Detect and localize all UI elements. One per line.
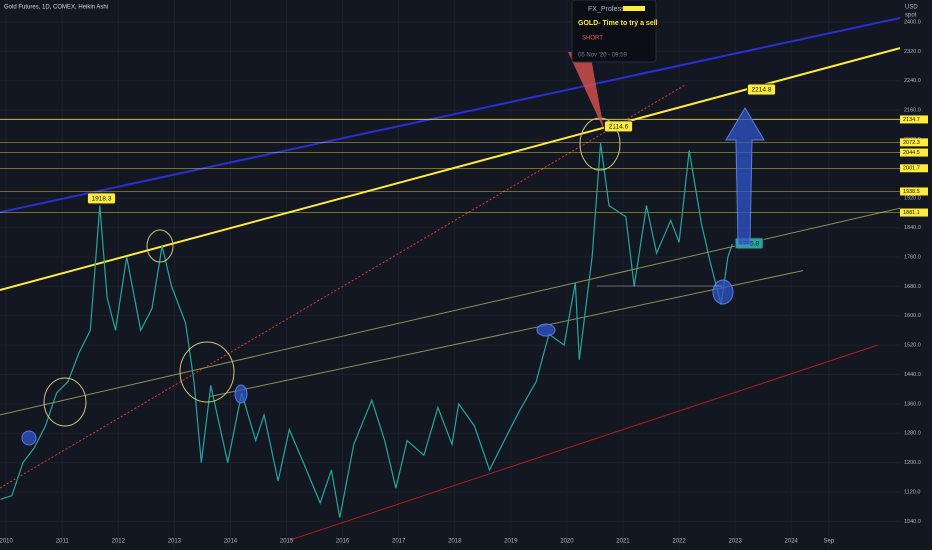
x-tick-label: 2018 [448, 539, 462, 545]
price-label: 2214.8 [752, 87, 772, 94]
level-tag [900, 208, 928, 217]
price-label: 2114.6 [609, 124, 629, 131]
annotation-circles [43, 117, 621, 427]
axes: 1040.0 1120.0 1200.0 1280.0 1360.0 1440.0 1520… [0, 19, 928, 545]
blue-ellipse [536, 323, 556, 337]
blue-ellipse [21, 430, 37, 446]
y-tick-label: 1920.0 [904, 196, 921, 202]
price-axis [900, 0, 932, 550]
x-tick-label: 2022 [672, 539, 686, 545]
level-tag [900, 164, 928, 173]
price-label-box [604, 120, 634, 133]
x-tick-label: 2021 [616, 539, 630, 545]
trend-line [289, 344, 878, 541]
currency: USD [905, 5, 918, 11]
y-tick-label: 1120.0 [904, 489, 920, 495]
level-label: 2044.5 [903, 150, 920, 156]
level-label: 1881.1 [903, 210, 920, 216]
y-tick-label: 1520.0 [904, 343, 921, 349]
x-tick-label: 2012 [112, 539, 126, 545]
y-tick-label: 1760.0 [904, 254, 921, 260]
note-badge [623, 6, 645, 11]
circle [146, 229, 174, 263]
y-tick-label: 1280.0 [904, 431, 921, 437]
note-headline: GOLD- Time to try a sell [578, 20, 658, 27]
y-tick-label: 2320.0 [904, 49, 921, 55]
level-tag [900, 187, 928, 196]
y-tick-label: 1040.0 [904, 519, 921, 525]
x-tick-label: 2015 [280, 539, 294, 545]
blue-ellipse [234, 384, 248, 404]
note-date: 05 Nov '20 - 09:59 [578, 53, 628, 59]
subtitle: spot [905, 13, 917, 19]
chart-title: Gold Futures, 1D, COMEX, Heikin Ashi [4, 5, 108, 11]
y-tick-label: 1680.0 [904, 284, 921, 290]
level-tag [900, 138, 928, 147]
circle [43, 377, 87, 427]
x-tick-label: 2024 [785, 539, 799, 545]
note-popup: FX_Professor GOLD- Time to try a sell SH… [571, 0, 658, 63]
trend-line [210, 270, 804, 398]
x-tick-label: 2017 [392, 539, 406, 545]
level-label: 2072.3 [903, 140, 920, 146]
x-tick-label: 2010 [0, 539, 13, 545]
note-box [571, 0, 657, 63]
note-pointer [568, 52, 604, 130]
level-label: 2001.7 [903, 166, 920, 172]
annotation-blue-marks [21, 107, 765, 446]
x-tick-label: Sep [823, 539, 834, 545]
x-tick-label: 2011 [56, 539, 70, 545]
x-tick-label: 2016 [336, 539, 350, 545]
up-arrow [725, 107, 765, 246]
x-tick-label: 2023 [728, 539, 742, 545]
circle [179, 341, 235, 403]
trend-line [0, 17, 901, 214]
y-tick-label: 2160.0 [904, 108, 921, 114]
note-signal: SHORT [582, 36, 603, 42]
y-tick-label: 1600.0 [904, 313, 921, 319]
y-tick-label: 1360.0 [904, 401, 921, 407]
x-tick-label: 2013 [168, 539, 182, 545]
level-tag [900, 148, 928, 157]
price-label-box [746, 83, 776, 96]
price-line [0, 143, 733, 518]
level-tag [900, 115, 928, 124]
y-tick-label: 1200.0 [904, 460, 921, 466]
level-label: 2134.7 [903, 117, 920, 123]
price-label-box [86, 192, 116, 205]
x-tick-label: 2019 [504, 539, 518, 545]
x-tick-label: 2020 [560, 539, 574, 545]
price-label: 1918.3 [92, 196, 112, 203]
note-author: FX_Professor [588, 6, 631, 13]
y-tick-label: 2400.0 [904, 19, 921, 25]
level-label: 1938.5 [903, 189, 920, 195]
y-tick-label: 1440.0 [904, 372, 921, 378]
y-tick-label: 2240.0 [904, 78, 921, 84]
x-tick-label: 2014 [224, 539, 238, 545]
blue-ellipse [712, 279, 734, 305]
y-tick-label: 1840.0 [904, 225, 921, 231]
